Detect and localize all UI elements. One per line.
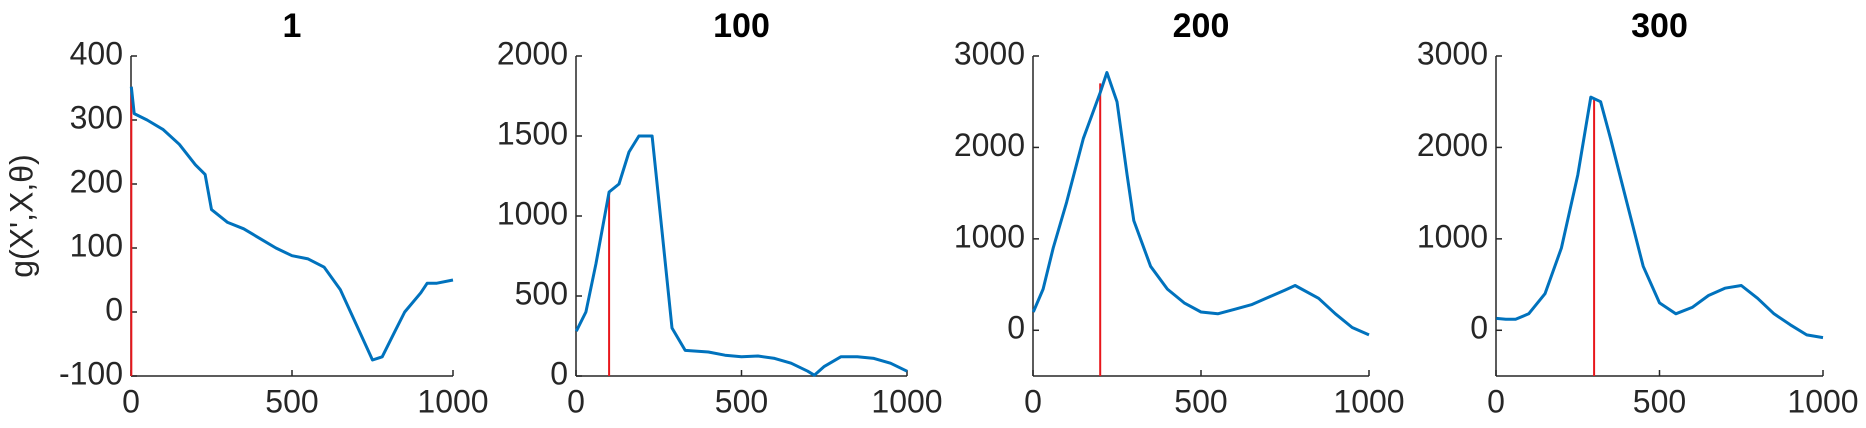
y-tick-label: 100 [70,227,123,263]
x-tick-label: 0 [122,383,140,419]
x-tick-label: 0 [567,383,585,419]
y-tick-label: 3000 [1417,35,1488,71]
x-tick-label: 1000 [417,383,488,419]
y-tick-label: 1000 [497,195,568,231]
y-tick-label: 1000 [954,218,1025,254]
y-tick-label: 500 [515,275,568,311]
x-tick-label: 1000 [1787,383,1858,419]
chart-title: 1 [283,7,302,45]
y-tick-label: 0 [1470,310,1488,346]
x-tick-label: 0 [1024,383,1042,419]
y-tick-label: 2000 [497,35,568,71]
x-tick-label: 1000 [1333,383,1404,419]
y-tick-label: 1500 [497,115,568,151]
y-tick-label: 0 [550,355,568,391]
y-tick-label: 200 [70,163,123,199]
y-tick-label: 3000 [954,35,1025,71]
chart-title: 200 [1173,7,1230,45]
y-tick-label: 2000 [954,127,1025,163]
data-line [574,134,908,377]
y-tick-label: 0 [1007,310,1025,346]
x-tick-label: 1000 [871,383,942,419]
data-line [1496,95,1824,340]
x-tick-label: 500 [265,383,318,419]
y-axis-label: g(X',X,θ) [3,154,39,277]
x-tick-label: 500 [1174,383,1227,419]
x-tick-label: 500 [1633,383,1686,419]
x-tick-label: 500 [715,383,768,419]
chart-title: 300 [1631,7,1688,45]
y-tick-label: 400 [70,35,123,71]
data-line [1031,71,1370,337]
x-tick-label: 0 [1487,383,1505,419]
chart-title: 100 [713,7,770,45]
y-tick-label: 300 [70,99,123,135]
y-tick-label: 1000 [1417,218,1488,254]
y-tick-label: -100 [59,355,123,391]
y-tick-label: 0 [105,291,123,327]
y-tick-label: 2000 [1417,127,1488,163]
data-line [129,86,454,362]
